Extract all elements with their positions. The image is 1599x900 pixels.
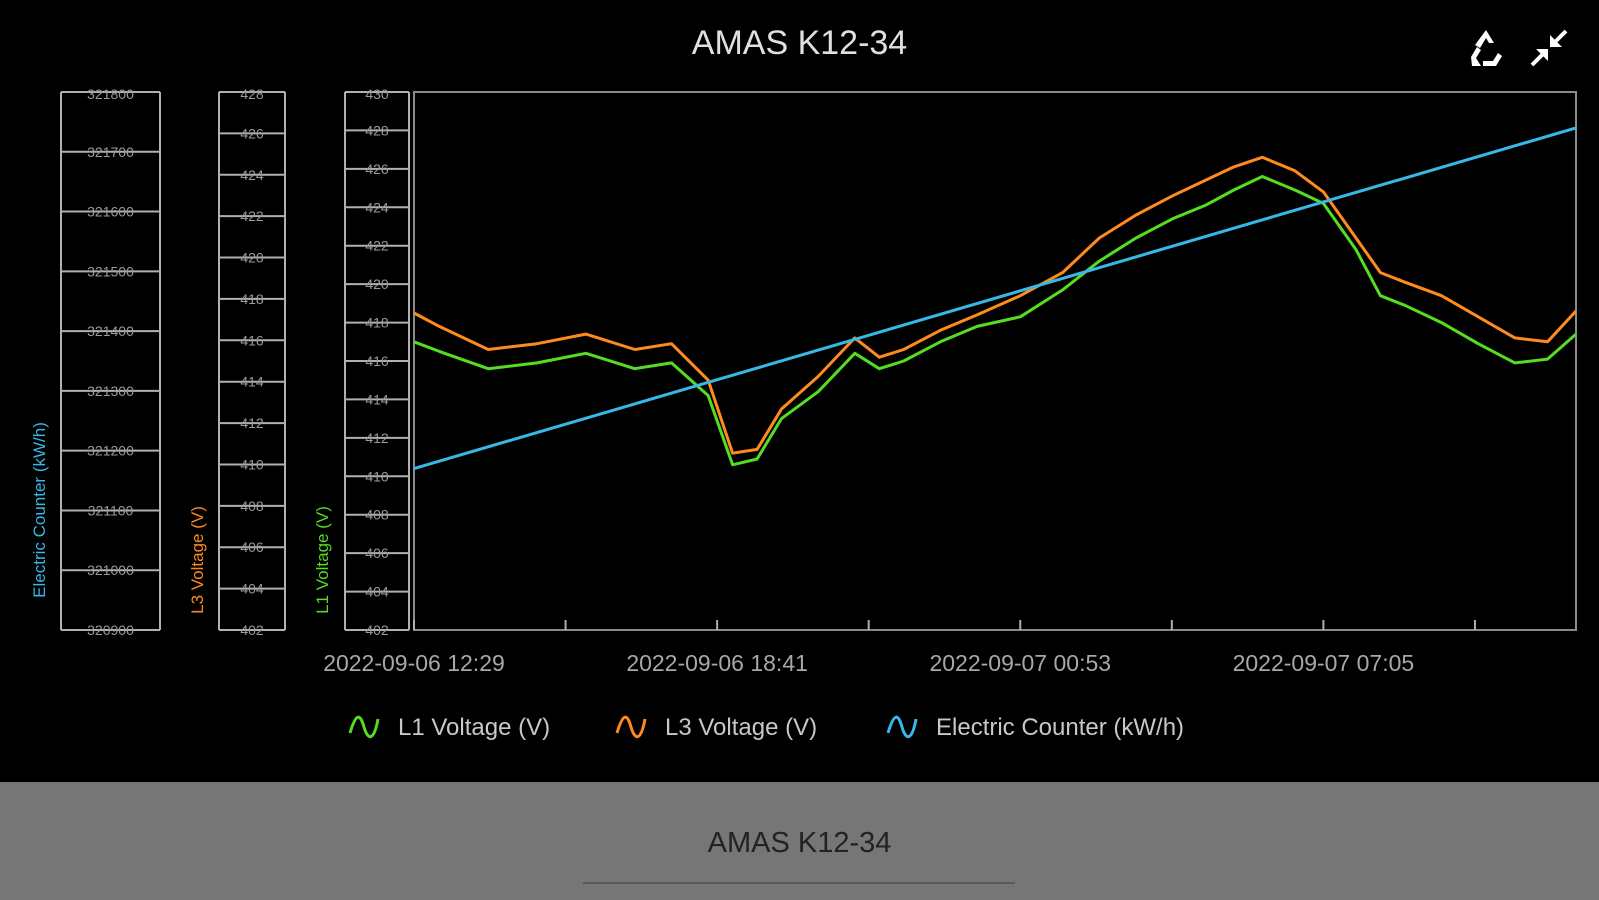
l3-axis-tick-label: 420 <box>240 250 264 266</box>
counter-axis-tick-label: 321600 <box>87 204 134 220</box>
voltage-main-axis-tick-label: 418 <box>365 315 389 331</box>
l3-axis-tick-label: 418 <box>240 291 264 307</box>
plot-area-border <box>413 91 1577 631</box>
collapse-icon-glyph <box>1530 29 1568 67</box>
l3-axis-tick-label: 426 <box>240 125 264 141</box>
l3-axis-tick-label: 428 <box>240 86 264 102</box>
voltage-main-axis-tick-label: 410 <box>365 468 389 484</box>
x-tick-label: 2022-09-07 07:05 <box>1233 650 1415 676</box>
counter-axis-tick-label: 321400 <box>87 323 134 339</box>
counter-axis-tick-label: 321800 <box>87 86 134 102</box>
collapse-icon[interactable] <box>1523 22 1575 74</box>
series-line-l1 <box>413 175 1577 467</box>
l3-axis-tick-label: 424 <box>240 167 264 183</box>
chart-svg: 402 404 406 408 410 412 414 416 418 420 422 424 426 4… <box>30 86 1578 741</box>
series-line-counter <box>413 126 1577 471</box>
voltage-main-axis-tick-label: 414 <box>365 391 389 407</box>
voltage-main-axis-tick-label: 402 <box>365 622 389 638</box>
chart-title: AMAS K12-34 <box>691 24 908 62</box>
counter-axis-tick-label: 321200 <box>87 443 134 459</box>
l3-axis-tick-label: 406 <box>240 539 264 555</box>
x-tick-label: 2022-09-06 12:29 <box>323 650 505 676</box>
l3-axis-tick-label: 414 <box>240 374 264 390</box>
chart-panel: 402 404 406 408 410 412 414 416 418 420 422 424 426 4… <box>30 22 1578 741</box>
l3-axis-label: L3 Voltage (V) <box>188 506 207 614</box>
l3-axis-tick-label: 416 <box>240 332 264 348</box>
x-tick-label: 2022-09-07 00:53 <box>929 650 1111 676</box>
voltage-main-axis-tick-label: 426 <box>365 161 389 177</box>
voltage-main-axis-tick-label: 420 <box>365 276 389 292</box>
l3-axis-tick-label: 408 <box>240 498 264 514</box>
voltage-main-axis-tick-label: 428 <box>365 122 389 138</box>
counter-axis-tick-label: 321700 <box>87 144 134 160</box>
l3-axis-tick-label: 404 <box>240 581 264 597</box>
legend-swatch-icon <box>615 715 647 738</box>
voltage-main-axis-tick-label: 404 <box>365 584 389 600</box>
l3-axis-tick-label: 422 <box>240 208 264 224</box>
footer-title: AMAS K12-34 <box>707 827 892 859</box>
voltage-main-axis-tick-label: 430 <box>365 86 389 102</box>
footer-bar: AMAS K12-34 <box>0 782 1599 900</box>
legend-label: L3 Voltage (V) <box>665 714 817 741</box>
legend-label: L1 Voltage (V) <box>398 714 550 741</box>
x-tick-label: 2022-09-06 18:41 <box>626 650 808 676</box>
legend-swatch-icon <box>348 715 380 738</box>
voltage-main-axis-tick-label: 406 <box>365 545 389 561</box>
recycle-icon[interactable] <box>1460 22 1512 74</box>
voltage-main-axis-tick-label: 412 <box>365 430 389 446</box>
counter-axis-tick-label: 321100 <box>88 502 134 518</box>
footer-divider <box>583 882 1015 884</box>
counter-axis-tick-label: 321300 <box>87 383 134 399</box>
series-line-l3 <box>413 155 1578 455</box>
counter-axis-label: Electric Counter (kW/h) <box>30 422 49 598</box>
counter-axis-tick-label: 321500 <box>87 263 134 279</box>
l3-axis-tick-label: 410 <box>240 456 264 472</box>
voltage-main-axis-tick-label: 416 <box>365 353 389 369</box>
l3-axis-tick-label: 412 <box>240 415 264 431</box>
voltage-main-axis-tick-label: 422 <box>365 238 389 254</box>
counter-axis-tick-label: 321000 <box>87 562 134 578</box>
legend-label: Electric Counter (kW/h) <box>936 714 1184 741</box>
voltage-main-axis-tick-label: 408 <box>365 507 389 523</box>
counter-axis-tick-label: 320900 <box>87 622 134 638</box>
l1-axis-label: L1 Voltage (V) <box>313 506 332 614</box>
legend-swatch-icon <box>886 715 918 738</box>
recycle-icon-glyph <box>1471 30 1502 66</box>
voltage-main-axis-tick-label: 424 <box>365 199 389 215</box>
l3-axis-tick-label: 402 <box>240 622 264 638</box>
